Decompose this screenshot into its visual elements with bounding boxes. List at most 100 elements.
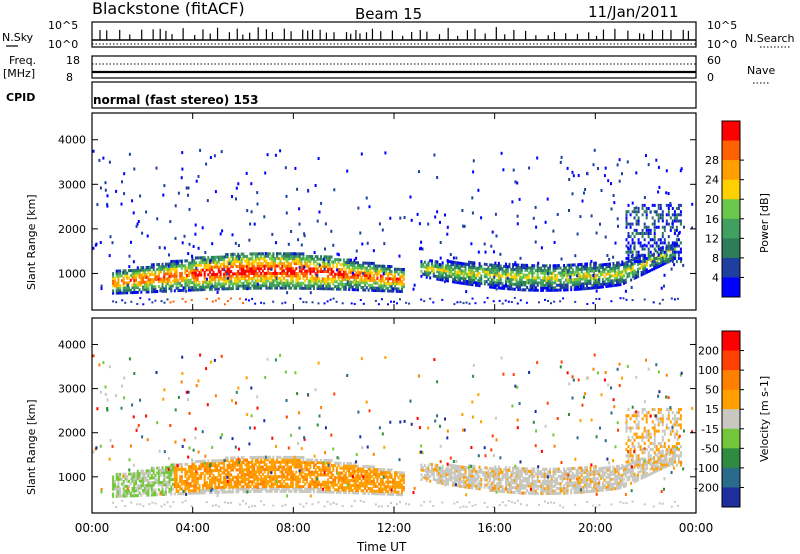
echo-cell — [348, 479, 351, 483]
echo-cell — [627, 203, 630, 207]
echo-cell — [381, 289, 384, 293]
echo-cell — [203, 288, 206, 291]
colorbar-label: 20 — [705, 193, 719, 206]
echo-cell — [359, 299, 362, 301]
echo-cell — [150, 481, 153, 485]
echo-cell — [533, 278, 536, 282]
echo-cell — [365, 286, 368, 290]
echo-cell — [180, 259, 183, 263]
echo-cell — [462, 302, 465, 305]
echo-cell — [166, 298, 169, 301]
echo-cell — [179, 463, 182, 467]
echo-cell — [330, 280, 333, 283]
echo-cell — [268, 286, 271, 290]
colorbar-label: 12 — [705, 232, 719, 245]
echo-cell — [355, 491, 358, 495]
echo-cell — [431, 264, 433, 268]
echo-cell — [564, 278, 567, 282]
echo-cell — [614, 266, 617, 270]
echo-cell — [589, 286, 592, 290]
echo-cell — [228, 461, 231, 465]
echo-cell — [217, 267, 220, 271]
echo-cell — [298, 254, 301, 258]
echo-cell — [339, 263, 342, 267]
echo-cell — [163, 476, 166, 479]
echo-cell — [276, 254, 278, 258]
echo-cell — [351, 263, 354, 267]
echo-cell — [258, 468, 261, 472]
echo-cell — [187, 477, 190, 481]
echo-cell — [323, 468, 326, 472]
echo-cell — [247, 463, 250, 467]
echo-cell — [584, 274, 587, 278]
echo-cell — [210, 483, 213, 487]
echo-cell — [346, 278, 349, 282]
echo-cell — [152, 469, 155, 473]
echo-cell — [154, 493, 157, 497]
echo-cell — [246, 465, 248, 469]
echo-cell — [455, 263, 458, 267]
echo-cell — [575, 287, 578, 291]
echo-cell — [268, 257, 271, 261]
echo-cell — [379, 269, 382, 273]
echo-cell — [272, 274, 275, 278]
echo-cell — [480, 274, 483, 278]
echo-cell — [328, 468, 331, 472]
echo-cell — [531, 278, 534, 282]
echo-cell — [279, 455, 282, 459]
echo-cell — [270, 460, 273, 464]
echo-cell — [346, 169, 349, 173]
echo-cell — [293, 262, 296, 266]
echo-cell — [175, 485, 178, 489]
echo-cell — [298, 463, 301, 467]
echo-cell — [115, 269, 118, 273]
echo-cell — [102, 156, 105, 160]
echo-cell — [355, 288, 358, 292]
echo-cell — [260, 262, 263, 266]
echo-cell — [207, 256, 210, 259]
echo-cell — [267, 269, 270, 273]
echo-cell — [559, 300, 562, 303]
echo-cell — [388, 277, 391, 281]
echo-cell — [536, 274, 539, 277]
echo-cell — [490, 285, 493, 289]
echo-cell — [182, 279, 185, 283]
echo-cell — [149, 280, 152, 284]
echo-cell — [242, 252, 245, 256]
echo-cell — [608, 264, 611, 268]
echo-cell — [268, 276, 271, 280]
echo-cell — [200, 261, 203, 265]
echo-cell — [598, 269, 601, 273]
echo-cell — [673, 263, 676, 267]
echo-cell — [128, 472, 130, 476]
echo-cell — [505, 274, 507, 278]
echo-cell — [450, 270, 453, 274]
echo-cell — [462, 274, 465, 278]
echo-cell — [175, 490, 178, 493]
echo-cell — [217, 468, 220, 472]
echo-cell — [126, 291, 129, 295]
echo-cell — [624, 289, 627, 293]
echo-cell — [639, 244, 642, 248]
echo-cell — [169, 220, 172, 224]
echo-cell — [653, 235, 656, 239]
echo-cell — [172, 264, 174, 268]
echo-cell — [295, 281, 298, 285]
echo-cell — [383, 267, 386, 271]
echo-cell — [291, 487, 294, 491]
echo-cell — [388, 289, 391, 293]
echo-cell — [254, 458, 257, 462]
echo-cell — [422, 272, 425, 276]
echo-cell — [121, 180, 123, 184]
echo-cell — [420, 240, 423, 244]
echo-cell — [249, 480, 252, 484]
echo-cell — [253, 477, 256, 481]
echo-cell — [376, 468, 379, 471]
echo-cell — [327, 260, 330, 264]
echo-cell — [515, 268, 518, 272]
echo-cell — [246, 269, 248, 273]
echo-cell — [191, 256, 194, 260]
echo-cell — [168, 269, 171, 273]
echo-cell — [256, 276, 259, 280]
echo-cell — [172, 274, 174, 278]
